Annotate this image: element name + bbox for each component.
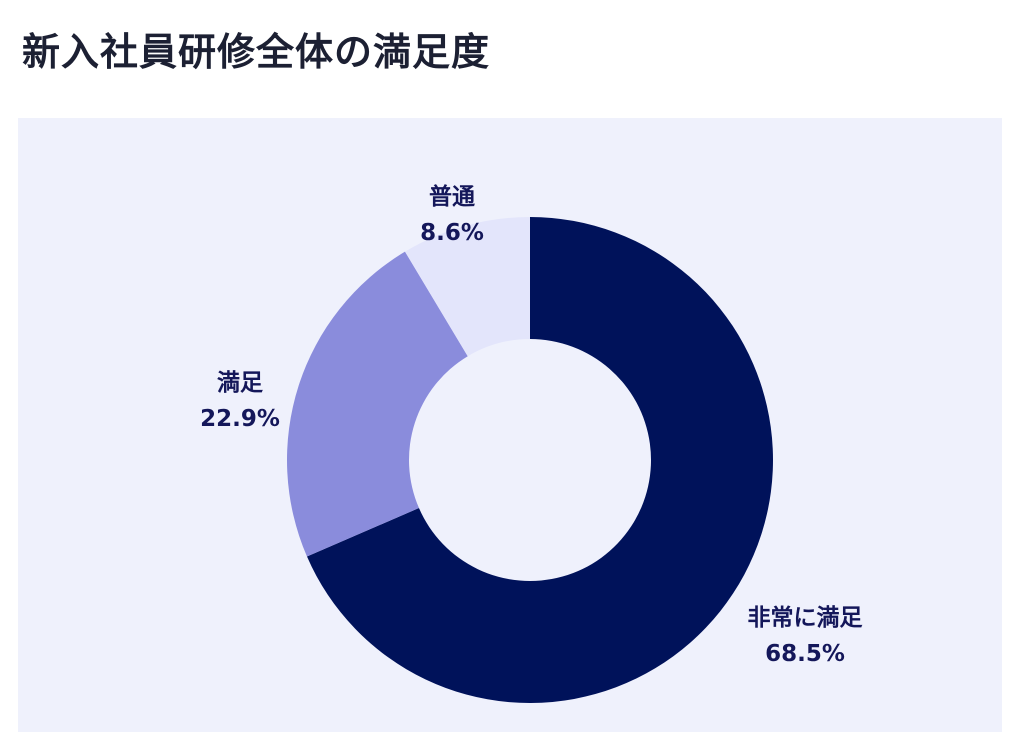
slice-value-label-0: 68.5% <box>765 641 845 667</box>
donut-labels: 非常に満足 68.5% 満足 22.9% 普通 8.6% <box>200 183 862 667</box>
donut-slice-2 <box>404 217 530 357</box>
page-title: 新入社員研修全体の満足度 <box>22 30 491 74</box>
slice-label-0: 非常に満足 <box>748 605 863 631</box>
slice-label-2: 普通 <box>429 183 475 210</box>
donut-slice-1 <box>286 251 468 557</box>
chart-panel: 非常に満足 68.5% 満足 22.9% 普通 8.6% <box>18 118 1002 732</box>
donut-chart: 非常に満足 68.5% 満足 22.9% 普通 8.6% <box>200 183 863 704</box>
slice-value-label-2: 8.6% <box>420 220 484 246</box>
slice-value-label-1: 22.9% <box>200 406 280 432</box>
slice-label-1: 満足 <box>217 370 263 396</box>
donut-slice-0 <box>306 217 773 704</box>
donut-slices <box>286 217 773 704</box>
